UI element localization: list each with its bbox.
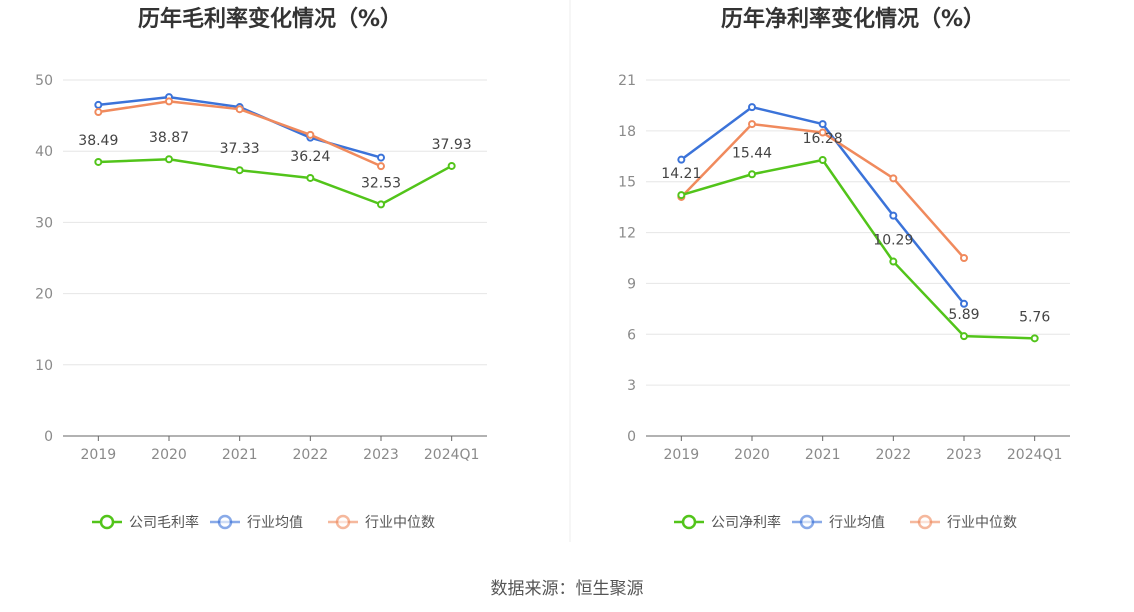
legend-marker-icon bbox=[217, 514, 233, 530]
legend-marker-icon bbox=[681, 514, 697, 530]
legend-marker-icon bbox=[799, 514, 815, 530]
data-label: 37.33 bbox=[220, 141, 260, 157]
data-point bbox=[94, 100, 103, 109]
x-tick-label: 2019 bbox=[81, 447, 117, 463]
data-label: 38.49 bbox=[78, 133, 118, 149]
legend-item[interactable]: 公司净利率 bbox=[674, 514, 781, 531]
x-tick-label: 2019 bbox=[664, 447, 700, 463]
x-tick-label: 2024Q1 bbox=[424, 447, 480, 463]
y-tick-label: 9 bbox=[627, 276, 636, 292]
data-point bbox=[818, 156, 827, 165]
data-point bbox=[748, 103, 756, 112]
y-tick-label: 10 bbox=[35, 358, 53, 374]
legend-marker-icon bbox=[917, 514, 933, 530]
series-1: 38.49 38.87 37.33 36.24 32.53 37.93 bbox=[78, 130, 472, 209]
legend-marker-icon bbox=[99, 514, 115, 530]
y-tick-label: 6 bbox=[627, 327, 636, 343]
data-point bbox=[748, 120, 756, 129]
data-point bbox=[889, 211, 898, 220]
y-tick-label: 50 bbox=[35, 73, 53, 89]
data-point bbox=[960, 299, 968, 308]
series-line bbox=[98, 157, 453, 206]
legend-label: 行业中位数 bbox=[365, 515, 435, 531]
y-tick-label: 0 bbox=[44, 429, 53, 445]
y-tick-label: 0 bbox=[627, 429, 636, 445]
legend-marker-icon bbox=[335, 514, 351, 530]
data-point bbox=[165, 97, 173, 106]
x-tick-label: 2021 bbox=[222, 447, 258, 463]
data-point bbox=[889, 257, 898, 266]
data-point bbox=[306, 173, 315, 182]
chart-title: 历年毛利率变化情况（%） bbox=[138, 6, 402, 32]
data-point bbox=[306, 130, 315, 139]
y-tick-label: 3 bbox=[627, 378, 636, 394]
data-label: 14.21 bbox=[661, 166, 701, 182]
data-point bbox=[94, 108, 103, 117]
data-point bbox=[677, 191, 686, 200]
data-point bbox=[235, 105, 244, 114]
data-point bbox=[960, 254, 968, 262]
y-tick-label: 20 bbox=[35, 287, 53, 303]
legend-item[interactable]: 行业均值 bbox=[210, 514, 303, 531]
data-label: 5.89 bbox=[948, 307, 979, 323]
data-point bbox=[377, 153, 385, 162]
data-point bbox=[1030, 334, 1039, 343]
legend-label: 公司毛利率 bbox=[129, 514, 199, 531]
data-point bbox=[94, 157, 103, 166]
y-tick-label: 15 bbox=[618, 175, 636, 191]
x-tick-label: 2022 bbox=[293, 447, 329, 463]
chart-title: 历年净利率变化情况（%） bbox=[721, 6, 985, 32]
data-label: 37.93 bbox=[432, 137, 472, 153]
legend-item[interactable]: 行业中位数 bbox=[910, 514, 1017, 531]
x-tick-label: 2023 bbox=[946, 447, 982, 463]
series-3 bbox=[94, 97, 385, 171]
legend-item[interactable]: 行业中位数 bbox=[328, 514, 435, 531]
data-label: 15.44 bbox=[732, 145, 772, 161]
x-tick-label: 2023 bbox=[363, 447, 399, 463]
y-tick-label: 21 bbox=[618, 73, 636, 89]
series-line bbox=[680, 158, 1035, 340]
data-label: 38.87 bbox=[149, 130, 189, 146]
legend-label: 公司净利率 bbox=[711, 514, 781, 531]
data-point bbox=[889, 174, 898, 183]
legend-item[interactable]: 公司毛利率 bbox=[92, 514, 199, 531]
data-point bbox=[818, 128, 827, 137]
data-point bbox=[165, 155, 173, 164]
data-source-note: 数据来源：恒生聚源 bbox=[490, 579, 644, 599]
y-tick-label: 18 bbox=[618, 124, 636, 140]
data-label: 32.53 bbox=[361, 175, 401, 191]
data-label: 5.76 bbox=[1019, 309, 1050, 325]
data-point bbox=[677, 155, 686, 164]
data-label: 16.28 bbox=[803, 131, 843, 147]
legend-label: 行业均值 bbox=[829, 515, 885, 531]
data-point bbox=[818, 120, 827, 129]
chart-panel-2: 历年净利率变化情况（%） 0 3 6 9 12 15 18 21 2019 2020 2021 2022… bbox=[618, 6, 1070, 531]
data-point bbox=[748, 170, 756, 179]
data-label: 10.29 bbox=[873, 233, 913, 249]
legend-item[interactable]: 行业均值 bbox=[792, 514, 885, 531]
series-1: 14.21 15.44 16.28 10.29 5.89 5.76 bbox=[661, 131, 1050, 343]
chart-panel-1: 历年毛利率变化情况（%） 0 10 20 30 40 50 2019 2020 2021 2022 2… bbox=[35, 6, 487, 531]
x-tick-label: 2022 bbox=[876, 447, 912, 463]
x-tick-label: 2020 bbox=[734, 447, 770, 463]
x-tick-label: 2021 bbox=[805, 447, 841, 463]
x-tick-label: 2020 bbox=[151, 447, 187, 463]
legend-label: 行业中位数 bbox=[947, 515, 1017, 531]
y-tick-label: 12 bbox=[618, 226, 636, 242]
y-tick-label: 40 bbox=[35, 144, 53, 160]
series-3 bbox=[677, 120, 968, 262]
data-point bbox=[377, 162, 385, 171]
data-point bbox=[377, 200, 385, 209]
data-point bbox=[235, 166, 244, 175]
data-point bbox=[447, 161, 456, 170]
legend-label: 行业均值 bbox=[247, 515, 303, 531]
x-tick-label: 2024Q1 bbox=[1007, 447, 1063, 463]
y-tick-label: 30 bbox=[35, 215, 53, 231]
data-point bbox=[960, 332, 968, 341]
data-label: 36.24 bbox=[290, 149, 330, 165]
series-2 bbox=[677, 103, 968, 308]
